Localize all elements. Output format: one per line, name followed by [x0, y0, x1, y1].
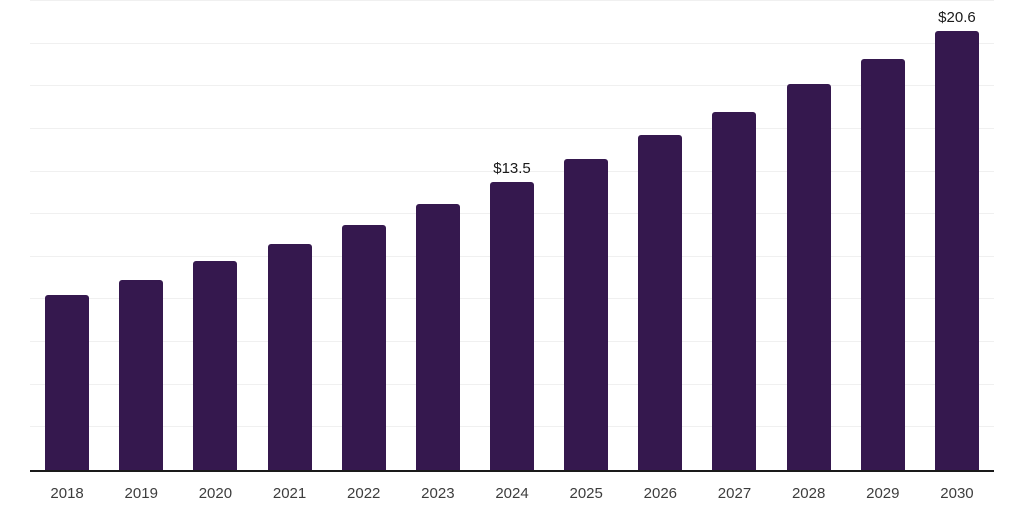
gridline-22 [30, 0, 994, 1]
bar-cell-2025 [549, 1, 623, 470]
x-tick-label-2021: 2021 [272, 485, 307, 502]
x-tick-label-2026: 2026 [643, 485, 678, 502]
bar-cell-2018 [30, 1, 104, 470]
bar-2027 [712, 111, 757, 470]
bar-2022 [341, 224, 386, 470]
bar-2029 [860, 58, 905, 470]
bar-cell-2024: $13.5 [475, 1, 549, 470]
gridline-18 [30, 85, 994, 87]
bar-2021 [267, 244, 312, 470]
x-tick-label-2023: 2023 [421, 485, 455, 502]
gridline-14 [30, 170, 994, 172]
bar-value-label-2030: $20.6 [938, 8, 976, 26]
x-tick-label-2024: 2024 [495, 485, 529, 502]
bar-cell-2026 [623, 1, 697, 470]
bar-cell-2027 [697, 1, 771, 470]
bar-cell-2019 [104, 1, 178, 470]
bar-2023 [415, 203, 460, 470]
x-axis-labels: 2018 2019 2020 2021 2022 2023 2024 2025 2026 2027… [30, 472, 994, 502]
x-tick-label-2018: 2018 [50, 485, 84, 502]
x-tick-label-2028: 2028 [791, 485, 826, 502]
gridline-16 [30, 127, 994, 129]
bar-2018 [45, 295, 90, 470]
x-tick-label-2020: 2020 [198, 485, 233, 502]
bar-2024: $13.5 [490, 160, 535, 470]
bar-2025 [564, 158, 609, 470]
x-tick-label-2025: 2025 [569, 485, 603, 502]
x-tick-label-2030: 2030 [940, 485, 974, 502]
gridline-20 [30, 42, 994, 44]
bar-chart: $13.5 $20.6 2018 2019 2020 2021 2022 2023 2024 2… [30, 0, 994, 512]
plot-area: $13.5 $20.6 [30, 0, 994, 472]
x-tick-label-2022: 2022 [347, 485, 381, 502]
bar-2030: $20.6 [934, 9, 979, 470]
bars-container: $13.5 $20.6 [30, 1, 994, 470]
bar-2028 [786, 84, 831, 470]
bar-cell-2023 [401, 1, 475, 470]
bar-cell-2030: $20.6 [920, 1, 994, 470]
bar-cell-2028 [772, 1, 846, 470]
x-tick-label-2027: 2027 [717, 485, 752, 502]
bar-cell-2022 [327, 1, 401, 470]
bar-2026 [638, 135, 683, 470]
bar-value-label-2024: $13.5 [493, 160, 531, 178]
bar-cell-2029 [846, 1, 920, 470]
bar-2019 [119, 280, 164, 470]
bar-cell-2020 [178, 1, 252, 470]
x-tick-label-2019: 2019 [124, 485, 158, 502]
x-tick-label-2029: 2029 [866, 485, 900, 502]
bar-cell-2021 [252, 1, 326, 470]
bar-2020 [193, 261, 238, 470]
